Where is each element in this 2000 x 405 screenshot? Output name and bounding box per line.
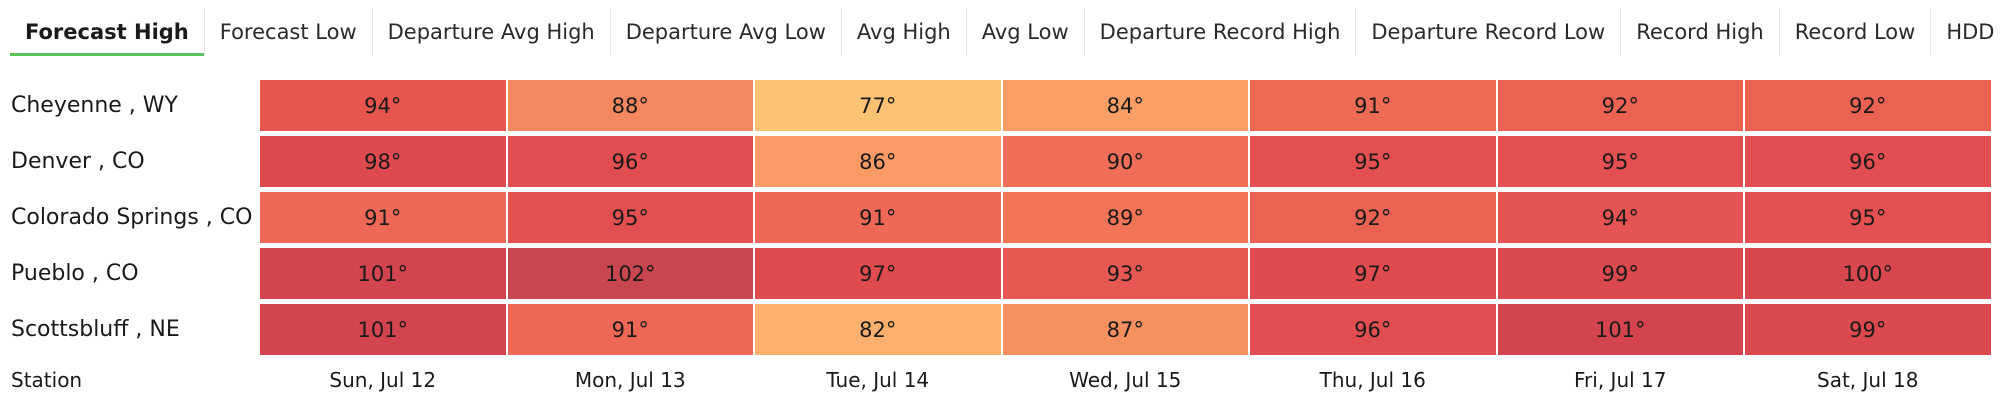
station-name: Scottsbluff , NE (11, 317, 180, 342)
temperature-cell: 95° (1250, 136, 1496, 187)
temperature-cell: 95° (1497, 136, 1743, 187)
tab-avg-high[interactable]: Avg High (842, 8, 967, 56)
temperature-cell: 96° (1250, 304, 1496, 355)
station-name: Cheyenne , WY (11, 93, 178, 118)
temperature-cell: 82° (755, 304, 1001, 355)
date-column-header: Sat, Jul 18 (1817, 368, 1919, 392)
station-name: Pueblo , CO (11, 261, 139, 286)
tab-departure-avg-high[interactable]: Departure Avg High (373, 8, 611, 56)
temperature-cell: 97° (1250, 248, 1496, 299)
table-row: Scottsbluff , NE 101° 91° 82° 87° 96° 101° 99° (0, 304, 2000, 355)
date-column-header: Mon, Jul 13 (574, 368, 686, 392)
temperature-cell: 91° (507, 304, 753, 355)
temperature-cell: 91° (755, 192, 1001, 243)
tab-departure-record-high[interactable]: Departure Record High (1085, 8, 1357, 56)
date-column-header: Tue, Jul 14 (826, 368, 930, 392)
temperature-cell: 101° (260, 248, 506, 299)
tab-record-high[interactable]: Record High (1621, 8, 1780, 56)
temperature-cell: 93° (1002, 248, 1248, 299)
temperature-cell: 92° (1497, 80, 1743, 131)
station-column-header: Station (11, 368, 83, 392)
table-footer: Station Sun, Jul 12 Mon, Jul 13 Tue, Jul 1… (0, 362, 2000, 398)
tab-departure-avg-low[interactable]: Departure Avg Low (611, 8, 842, 56)
temperature-cell: 101° (260, 304, 506, 355)
temperature-cell: 95° (1745, 192, 1991, 243)
temperature-cell: 98° (260, 136, 506, 187)
temperature-cell: 91° (260, 192, 506, 243)
tab-record-low[interactable]: Record Low (1780, 8, 1932, 56)
temperature-cell: 77° (755, 80, 1001, 131)
table-row: Pueblo , CO 101° 102° 97° 93° 97° 99° 100° (0, 248, 2000, 299)
temperature-cell: 87° (1002, 304, 1248, 355)
tab-forecast-low[interactable]: Forecast Low (205, 8, 373, 56)
tab-departure-record-low[interactable]: Departure Record Low (1356, 8, 1622, 56)
temperature-cell: 100° (1745, 248, 1991, 299)
table-row: Cheyenne , WY 94° 88° 77° 84° 91° 92° 92° (0, 80, 2000, 131)
temperature-cell: 89° (1002, 192, 1248, 243)
temperature-cell: 96° (1745, 136, 1991, 187)
table-row: Denver , CO 98° 96° 86° 90° 95° 95° 96° (0, 136, 2000, 187)
table-row: Colorado Springs , CO 91° 95° 91° 89° 92° 94° 9… (0, 192, 2000, 243)
date-column-header: Thu, Jul 16 (1319, 368, 1426, 392)
temperature-cell: 86° (755, 136, 1001, 187)
temperature-cell: 90° (1002, 136, 1248, 187)
temperature-cell: 102° (507, 248, 753, 299)
date-column-header: Wed, Jul 15 (1069, 368, 1182, 392)
temperature-cell: 96° (507, 136, 753, 187)
tab-hdd[interactable]: HDD (1931, 8, 2000, 56)
temperature-cell: 101° (1497, 304, 1743, 355)
temperature-cell: 99° (1497, 248, 1743, 299)
temperature-cell: 99° (1745, 304, 1991, 355)
temperature-cell: 94° (260, 80, 506, 131)
station-name: Colorado Springs , CO (11, 205, 253, 230)
temperature-cell: 94° (1497, 192, 1743, 243)
tab-forecast-high[interactable]: Forecast High (10, 8, 205, 56)
temperature-cell: 97° (755, 248, 1001, 299)
temperature-cell: 91° (1250, 80, 1496, 131)
temperature-cell: 84° (1002, 80, 1248, 131)
tab-avg-low[interactable]: Avg Low (967, 8, 1085, 56)
temperature-cell: 92° (1250, 192, 1496, 243)
temperature-cell: 92° (1745, 80, 1991, 131)
date-column-header: Sun, Jul 12 (329, 368, 437, 392)
metric-tabs: Forecast High Forecast Low Departure Avg H… (10, 8, 2000, 56)
date-column-header: Fri, Jul 17 (1574, 368, 1667, 392)
temperature-cell: 95° (507, 192, 753, 243)
temperature-cell: 88° (507, 80, 753, 131)
station-name: Denver , CO (11, 149, 145, 174)
